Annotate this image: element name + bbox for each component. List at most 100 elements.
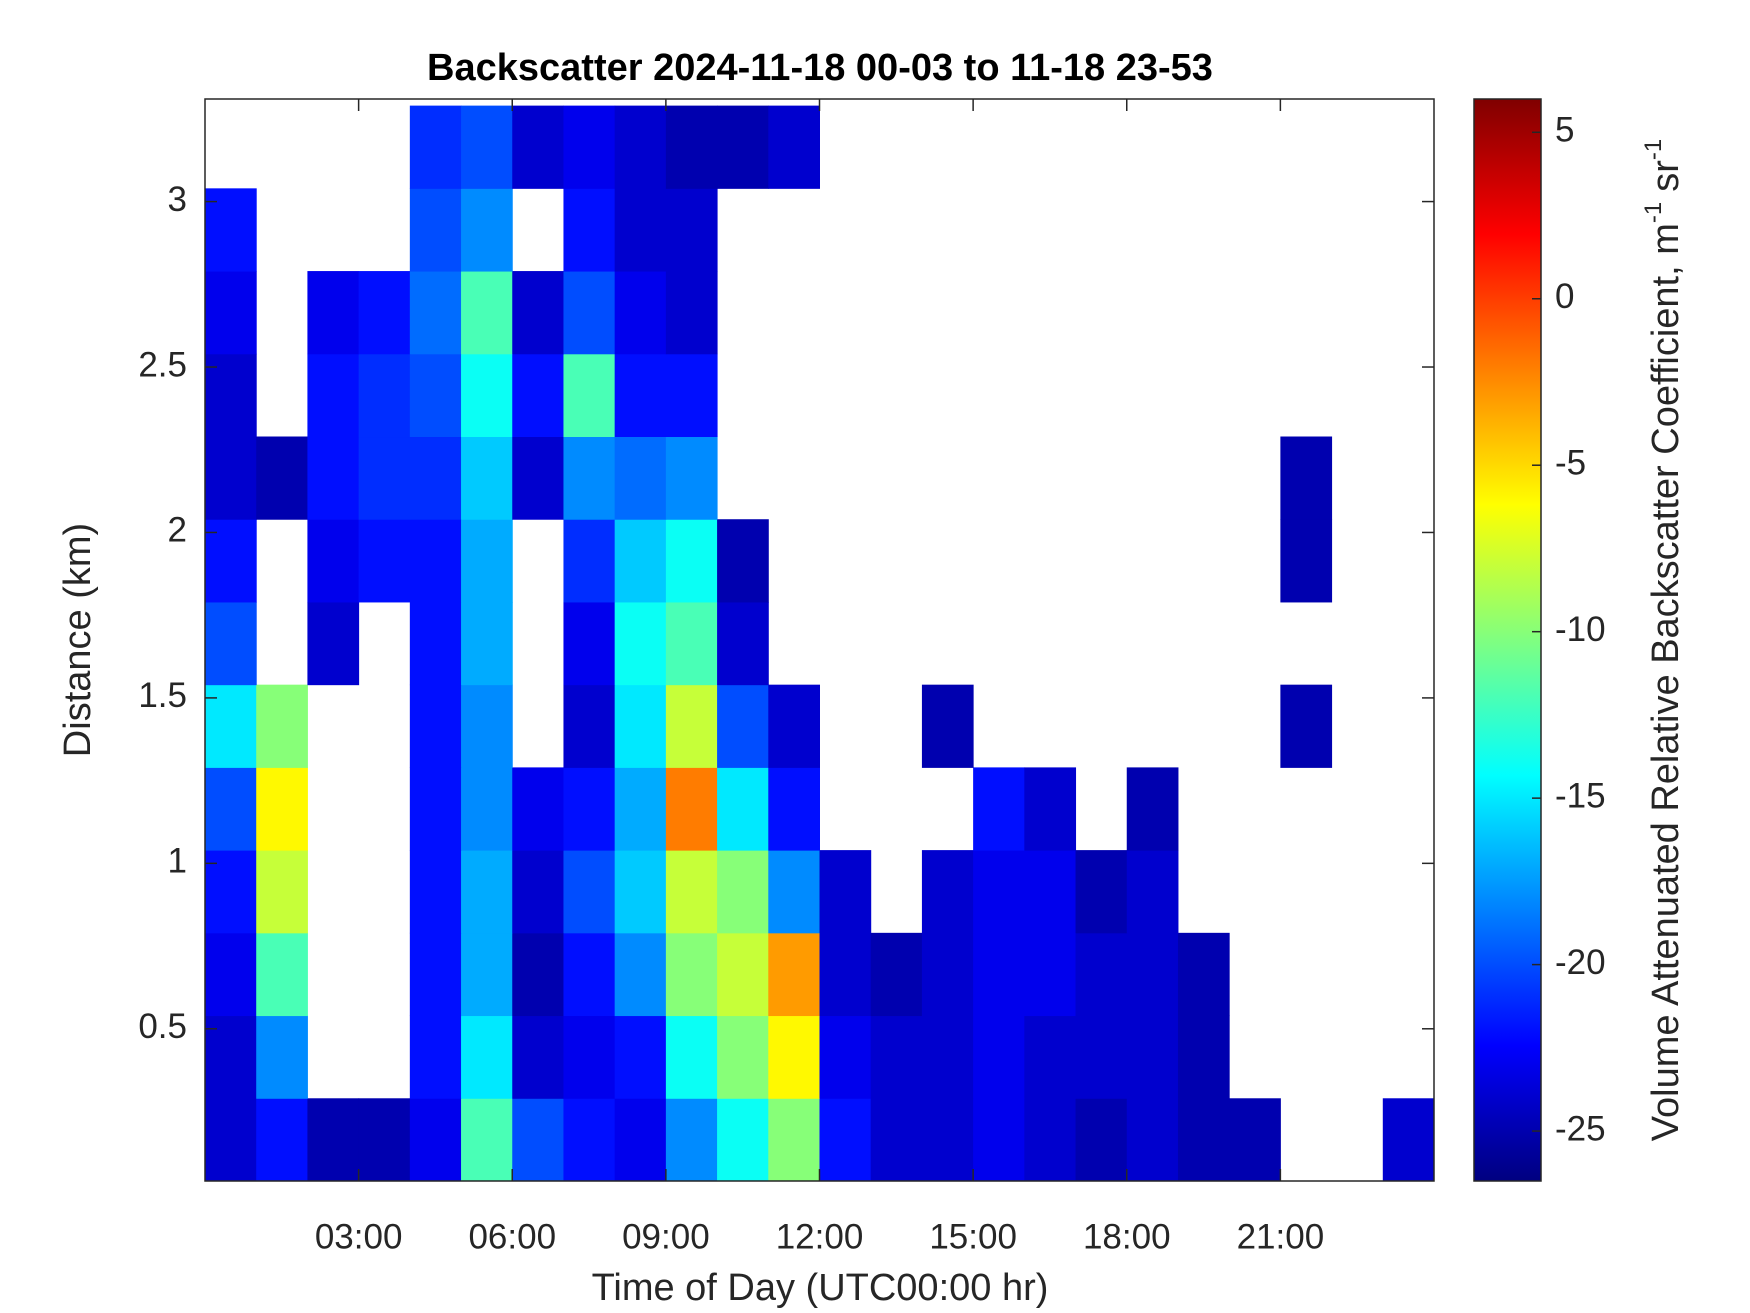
heat-cell (256, 767, 308, 851)
heat-cell (1024, 850, 1077, 934)
heat-cell (409, 105, 462, 189)
heat-cell (409, 1098, 462, 1181)
heat-cell (205, 436, 257, 520)
heat-cell (870, 1015, 923, 1099)
colorbar-label-part: Volume Attenuated Relative Backscatter C… (1645, 223, 1687, 1141)
heat-cell (614, 1098, 667, 1181)
heat-cell (512, 850, 564, 934)
heat-cell (563, 105, 616, 189)
heat-cell (256, 436, 308, 520)
heat-cell (921, 932, 974, 1017)
heat-cell (563, 601, 616, 686)
heat-cell (307, 436, 360, 520)
heat-cell (461, 601, 513, 686)
heat-cell (461, 932, 513, 1017)
heat-cell (563, 1098, 616, 1181)
heat-cell (614, 271, 667, 355)
heat-cell (563, 850, 616, 934)
heat-cell (614, 353, 667, 438)
heat-cell (717, 601, 769, 686)
heat-cell (205, 188, 257, 272)
heat-cell (665, 353, 718, 438)
heat-cell (665, 519, 718, 603)
heat-cell (461, 767, 513, 851)
heat-cell (665, 767, 718, 851)
x-tick-label: 03:00 (315, 1217, 403, 1256)
colorbar-tick-label: -20 (1555, 943, 1606, 982)
heat-cell (1126, 1098, 1179, 1181)
heat-cell (921, 850, 974, 934)
heat-cell (1177, 1015, 1230, 1099)
heat-cell (563, 188, 616, 272)
heat-cell (1126, 1015, 1179, 1099)
heat-cell (358, 519, 411, 603)
heat-cell (512, 353, 564, 438)
heat-cell (205, 932, 257, 1017)
heat-cell (563, 1015, 616, 1099)
y-tick-label: 2.5 (138, 345, 187, 384)
heat-cell (665, 850, 718, 934)
heat-cell (1280, 519, 1333, 603)
heat-cell (512, 105, 564, 189)
heat-cell (973, 850, 1025, 934)
heat-cell (819, 932, 872, 1017)
heat-cell (870, 1098, 923, 1181)
heat-cell (1126, 767, 1179, 851)
x-tick-label: 18:00 (1083, 1217, 1171, 1256)
heat-cell (768, 850, 820, 934)
chart-title: Backscatter 2024-11-18 00-03 to 11-18 23… (427, 47, 1213, 89)
heat-cell (614, 436, 667, 520)
heat-cell (409, 767, 462, 851)
heat-cell (665, 1015, 718, 1099)
heat-cell (409, 684, 462, 768)
heat-cell (307, 353, 360, 438)
heat-cell (768, 1015, 820, 1099)
heat-cell (921, 1015, 974, 1099)
heat-cell (614, 519, 667, 603)
heat-cell (409, 188, 462, 272)
heat-cell (1126, 932, 1179, 1017)
heat-cell (256, 684, 308, 768)
heat-cell (512, 436, 564, 520)
cells (205, 105, 1434, 1181)
heat-cell (1024, 1015, 1077, 1099)
heat-cell (1024, 1098, 1077, 1181)
heat-cell (1075, 932, 1128, 1017)
heat-cell (307, 271, 360, 355)
colorbar (1473, 98, 1542, 1182)
heat-cell (409, 271, 462, 355)
heat-cell (563, 767, 616, 851)
heat-cell (358, 271, 411, 355)
heat-cell (461, 519, 513, 603)
heat-cell (819, 1098, 872, 1181)
heat-cell (461, 1015, 513, 1099)
y-tick-label: 0.5 (138, 1007, 187, 1046)
heat-cell (768, 684, 820, 768)
heat-cell (409, 850, 462, 934)
heat-cell (563, 519, 616, 603)
heat-cell (409, 601, 462, 686)
heat-cell (307, 601, 360, 686)
heat-cell (461, 105, 513, 189)
x-tick-label: 06:00 (468, 1217, 556, 1256)
heat-cell (717, 1098, 769, 1181)
y-tick-label: 1.5 (138, 676, 187, 715)
heat-cell (717, 1015, 769, 1099)
heat-cell (256, 1098, 308, 1181)
heat-cell (563, 353, 616, 438)
colorbar-tick-label: 0 (1555, 277, 1574, 316)
heat-cell (1229, 1098, 1281, 1181)
heat-cell (512, 271, 564, 355)
colorbar-tick-label: 5 (1555, 111, 1574, 150)
heat-cell (563, 271, 616, 355)
heat-cell (717, 767, 769, 851)
heat-cell (307, 1098, 360, 1181)
heat-cell (614, 767, 667, 851)
heat-cell (1280, 684, 1333, 768)
y-tick-label: 1 (168, 842, 187, 881)
heat-cell (665, 601, 718, 686)
heat-cell (614, 188, 667, 272)
heat-cell (205, 353, 257, 438)
heat-cell (819, 1015, 872, 1099)
